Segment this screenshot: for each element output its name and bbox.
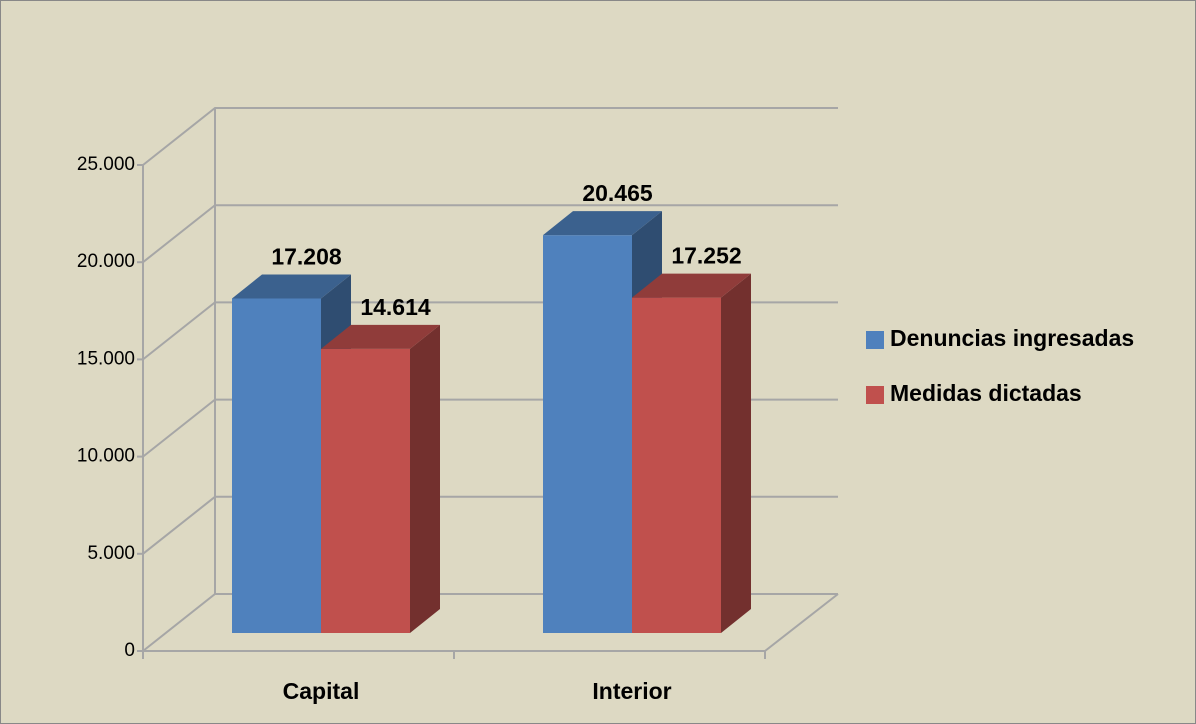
legend-label: Denuncias ingresadas	[890, 325, 1134, 351]
y-tick-label: 0	[124, 640, 135, 661]
bar	[321, 348, 410, 633]
x-tick-label: Capital	[283, 678, 360, 704]
legend-swatch	[866, 331, 884, 349]
bar	[632, 297, 721, 633]
value-label: 17.252	[671, 243, 741, 269]
bar-top	[543, 211, 662, 236]
grid-line	[142, 204, 838, 263]
legend-swatch	[866, 386, 884, 404]
bar	[232, 298, 321, 633]
bar-top	[321, 324, 440, 349]
bar-top	[632, 273, 751, 298]
bar-top	[232, 274, 351, 299]
y-tick-label: 20.000	[77, 251, 135, 272]
bar	[543, 235, 632, 633]
legend-label: Medidas dictadas	[890, 380, 1082, 406]
bar-side	[721, 273, 751, 633]
floor-right	[764, 593, 839, 652]
value-label: 14.614	[360, 294, 431, 320]
bar-side	[410, 324, 440, 633]
grid-line	[142, 107, 838, 166]
value-label: 17.208	[271, 244, 342, 270]
y-tick-label: 5.000	[87, 543, 135, 564]
y-tick-label: 25.000	[77, 154, 135, 175]
x-tick-label: Interior	[592, 678, 671, 704]
value-label: 20.465	[582, 180, 653, 206]
y-tick-label: 10.000	[77, 446, 135, 467]
y-tick-label: 15.000	[77, 348, 135, 369]
